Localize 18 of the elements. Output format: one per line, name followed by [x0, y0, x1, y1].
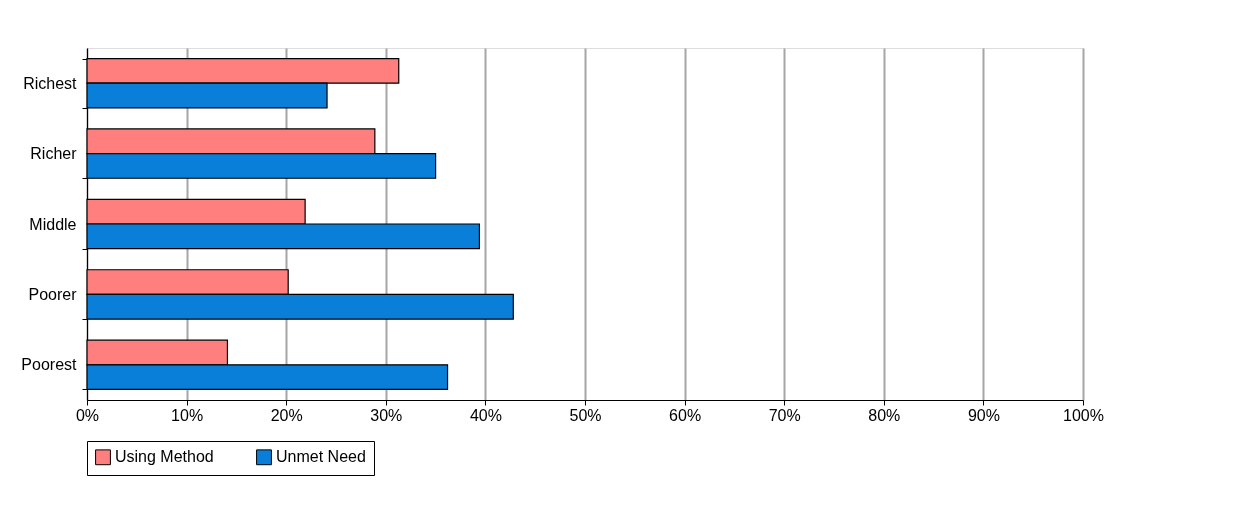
x-tick-label: 80%: [868, 406, 901, 424]
x-tick-label: 20%: [270, 406, 303, 424]
x-tick-label: 0%: [75, 406, 100, 424]
y-tick-label: Poorest: [21, 356, 78, 374]
legend-label: Using Method: [115, 448, 214, 466]
x-tick-label: 40%: [469, 406, 502, 424]
legend-label: Unmet Need: [276, 448, 366, 466]
y-tick-label: Richest: [23, 74, 78, 92]
x-tick-label: 10%: [171, 406, 204, 424]
x-tick-label: 90%: [967, 406, 1000, 424]
x-tick-label: 50%: [569, 406, 602, 424]
y-tick-label: Poorer: [28, 285, 78, 303]
y-tick-label: Richer: [30, 145, 78, 163]
x-tick-label: 100%: [1063, 406, 1104, 424]
y-tick-label: Middle: [29, 215, 77, 233]
x-tick-label: 70%: [768, 406, 801, 424]
x-tick-label: 60%: [669, 406, 702, 424]
x-tick-label: 30%: [370, 406, 403, 424]
